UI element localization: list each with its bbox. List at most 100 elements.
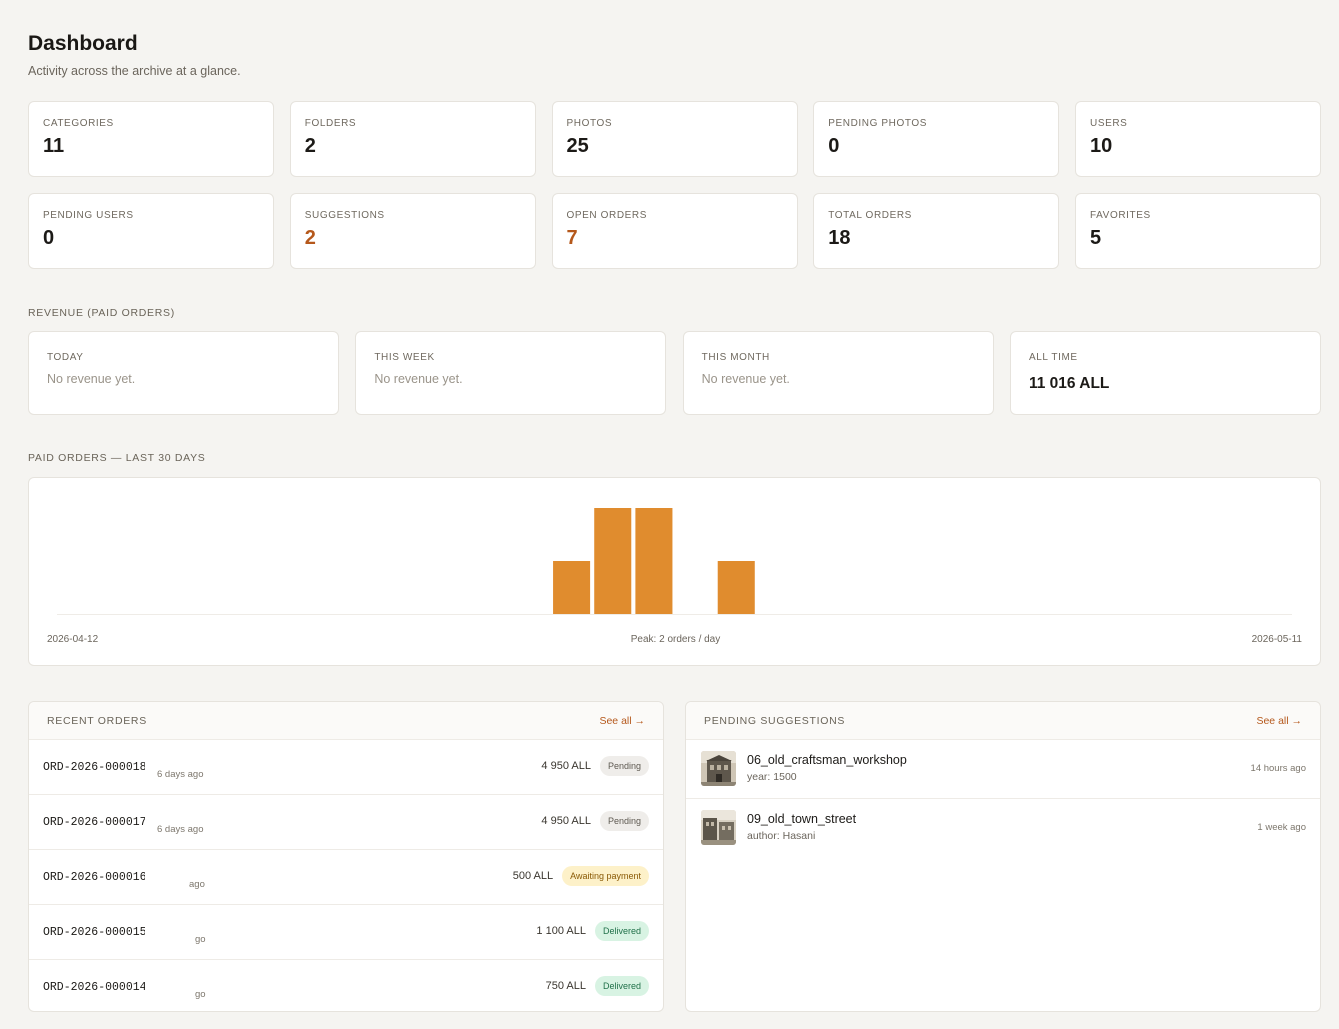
suggestion-meta: author: Hasani xyxy=(747,830,816,842)
stat-value: 2 xyxy=(304,135,316,157)
stat-label: Categories xyxy=(43,118,114,129)
status-badge: Pending xyxy=(599,756,649,776)
revenue-label: This month xyxy=(701,352,770,363)
stat-label: Pending Users xyxy=(43,210,134,221)
revenue-label: Today xyxy=(47,352,84,363)
stat-card-folders: Folders 2 xyxy=(289,101,536,177)
paid-orders-chart-svg xyxy=(57,508,1292,615)
order-id: ORD-2026-000016 xyxy=(43,871,145,884)
pending-suggestions-panel: Pending suggestions See all → 06_old_cra… xyxy=(685,701,1321,1012)
stat-card-pending-users: Pending Users 0 xyxy=(28,193,274,269)
suggestion-meta: year: 1500 xyxy=(747,771,797,783)
page-subtitle: Activity across the archive at a glance. xyxy=(28,64,241,78)
order-age: 6 days ago xyxy=(157,824,204,835)
stat-value: 18 xyxy=(828,227,851,249)
stat-label: Suggestions xyxy=(304,210,385,221)
stat-value: 25 xyxy=(566,135,589,157)
suggestion-row[interactable]: 06_old_craftsman_workshop year: 1500 14 … xyxy=(686,740,1320,799)
stat-label: Folders xyxy=(304,118,357,129)
page-title: Dashboard xyxy=(28,32,138,55)
stat-label: Pending Photos xyxy=(828,118,928,129)
chart-bar-2026-04-24 xyxy=(553,561,591,614)
order-amount: 1 100 ALL xyxy=(536,925,586,937)
order-id: ORD-2026-000015 xyxy=(43,926,145,939)
order-amount: 750 ALL xyxy=(545,980,586,992)
revenue-empty: No revenue yet. xyxy=(701,372,790,386)
recent-orders-panel: Recent orders See all → 6 days ago ORD-2… xyxy=(28,701,664,1012)
revenue-card-this-month: This month No revenue yet. xyxy=(682,331,994,415)
street-photo-icon xyxy=(701,810,736,845)
pending-suggestions-title: Pending suggestions xyxy=(704,714,846,727)
stat-label: Favorites xyxy=(1090,210,1151,221)
stat-label: Users xyxy=(1090,118,1128,129)
order-amount: 500 ALL xyxy=(512,870,554,882)
chart-end-date: 2026-05-11 xyxy=(1251,634,1302,645)
pending-suggestions-see-all-link[interactable]: See all → xyxy=(1256,714,1302,727)
order-row[interactable]: 6 days ago ORD-2026-000017 4 950 ALL Pend… xyxy=(29,795,663,850)
stats-grid: Categories 11 Folders 2 Photos 25 Pending P… xyxy=(28,101,1321,269)
stat-card-favorites: Favorites 5 xyxy=(1075,193,1321,269)
photo-thumbnail xyxy=(701,751,736,786)
order-row[interactable]: go ORD-2026-000015 1 100 ALL Delivered xyxy=(29,905,663,960)
order-row[interactable]: 6 days ago ORD-2026-000018 4 950 ALL Pend… xyxy=(29,740,663,795)
revenue-label: This week xyxy=(374,352,435,363)
suggestion-name: 06_old_craftsman_workshop xyxy=(747,753,907,767)
chart-start-date: 2026-04-12 xyxy=(47,634,99,645)
status-badge: Pending xyxy=(599,811,649,831)
chart-bar-2026-04-25 xyxy=(594,508,632,614)
stat-value: 10 xyxy=(1090,135,1113,157)
order-id: ORD-2026-000018 xyxy=(43,761,145,774)
chart-section-label: Paid orders — last 30 days xyxy=(28,452,206,464)
stat-card-open-orders: Open Orders 7 xyxy=(551,193,798,269)
stat-card-users: Users 10 xyxy=(1075,101,1321,177)
stat-label: Total Orders xyxy=(828,210,912,221)
revenue-value: 11 016 ALL xyxy=(1028,375,1110,392)
suggestion-time: 14 hours ago xyxy=(1250,763,1306,774)
suggestion-time: 1 week ago xyxy=(1257,822,1306,833)
stat-label: Photos xyxy=(566,118,613,129)
revenue-card-this-week: This week No revenue yet. xyxy=(355,331,667,415)
pending-suggestions-header: Pending suggestions See all → xyxy=(686,702,1320,740)
chart-bar-2026-04-26 xyxy=(635,508,673,614)
order-id: ORD-2026-000017 xyxy=(43,816,145,829)
chart-bar-2026-04-28 xyxy=(717,561,755,614)
order-row[interactable]: ago ORD-2026-000016 500 ALL Awaiting paym… xyxy=(29,850,663,905)
stat-value: 0 xyxy=(828,135,840,157)
paid-orders-chart: 2026-04-12 Peak: 2 orders / day 2026-05-… xyxy=(28,477,1321,666)
order-amount: 4 950 ALL xyxy=(541,815,591,827)
stat-value: 7 xyxy=(566,227,578,249)
order-id: ORD-2026-000014 xyxy=(43,981,145,994)
revenue-empty: No revenue yet. xyxy=(47,372,136,386)
revenue-empty: No revenue yet. xyxy=(374,372,463,386)
recent-orders-see-all-link[interactable]: See all → xyxy=(599,714,645,727)
photo-thumbnail xyxy=(701,810,736,845)
stat-card-total-orders: Total Orders 18 xyxy=(813,193,1060,269)
order-age: go xyxy=(195,989,206,1000)
stat-value: 2 xyxy=(304,227,316,249)
revenue-card-today: Today No revenue yet. xyxy=(28,331,339,415)
stat-card-suggestions: Suggestions 2 xyxy=(289,193,536,269)
building-photo-icon xyxy=(701,751,736,786)
stat-card-categories: Categories 11 xyxy=(28,101,274,177)
chart-peak-label: Peak: 2 orders / day xyxy=(630,634,721,645)
stat-value: 5 xyxy=(1090,227,1102,249)
order-amount: 4 950 ALL xyxy=(541,760,591,772)
status-badge: Awaiting payment xyxy=(562,866,649,886)
revenue-card-all-time: All time 11 016 ALL xyxy=(1009,331,1321,415)
status-badge: Delivered xyxy=(594,921,649,941)
revenue-grid: Today No revenue yet. This week No revenue… xyxy=(28,331,1321,415)
recent-orders-title: Recent orders xyxy=(47,714,147,727)
stat-card-pending-photos: Pending Photos 0 xyxy=(813,101,1060,177)
revenue-section-label: Revenue (paid orders) xyxy=(28,307,175,319)
order-row[interactable]: go ORD-2026-000014 750 ALL Delivered xyxy=(29,960,663,1011)
stat-value: 0 xyxy=(43,227,55,249)
recent-orders-header: Recent orders See all → xyxy=(29,702,663,740)
order-age: go xyxy=(195,934,206,945)
revenue-label: All time xyxy=(1028,352,1078,363)
suggestion-name: 09_old_town_street xyxy=(747,812,857,826)
stat-value: 11 xyxy=(43,135,65,157)
stat-card-photos: Photos 25 xyxy=(551,101,798,177)
suggestion-row[interactable]: 09_old_town_street author: Hasani 1 week… xyxy=(686,799,1320,858)
order-age: ago xyxy=(189,879,205,890)
order-age: 6 days ago xyxy=(157,769,204,780)
